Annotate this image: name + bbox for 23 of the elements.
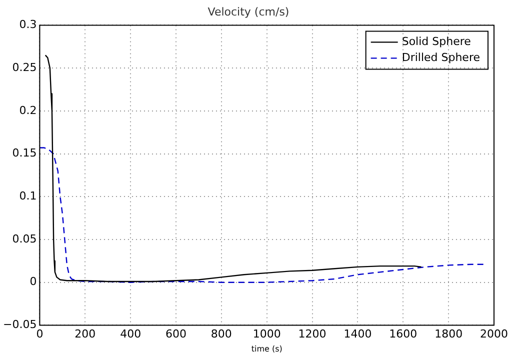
- legend-label: Drilled Sphere: [402, 51, 480, 64]
- y-tick-label: 0.1: [19, 189, 37, 202]
- y-tick-label: 0.3: [19, 18, 37, 32]
- x-tick-label: 1000: [252, 328, 281, 341]
- chart-title: Velocity (cm/s): [208, 5, 290, 18]
- legend-label: Solid Sphere: [402, 35, 472, 48]
- y-tick-label: 0.25: [12, 60, 37, 74]
- x-tick-label: 400: [120, 328, 142, 341]
- x-tick-label: 1400: [344, 328, 372, 341]
- y-tick-label: 0: [30, 275, 37, 288]
- x-tick-label: 1600: [389, 328, 418, 341]
- x-tick-label: 2000: [480, 328, 508, 341]
- y-tick-label: 0.2: [19, 104, 37, 117]
- x-tick-label: 600: [165, 328, 186, 341]
- x-tick-label: 200: [74, 328, 96, 341]
- x-tick-label: 800: [210, 328, 232, 341]
- y-tick-label: 0.15: [12, 146, 37, 160]
- x-tick-label: 1800: [434, 328, 463, 341]
- line-series: [40, 147, 486, 283]
- y-tick-label: 0.05: [12, 232, 37, 246]
- x-tick-label: 1200: [298, 328, 326, 341]
- x-axis-title: time (s): [251, 344, 282, 354]
- y-tick-label: −0.05: [2, 318, 37, 332]
